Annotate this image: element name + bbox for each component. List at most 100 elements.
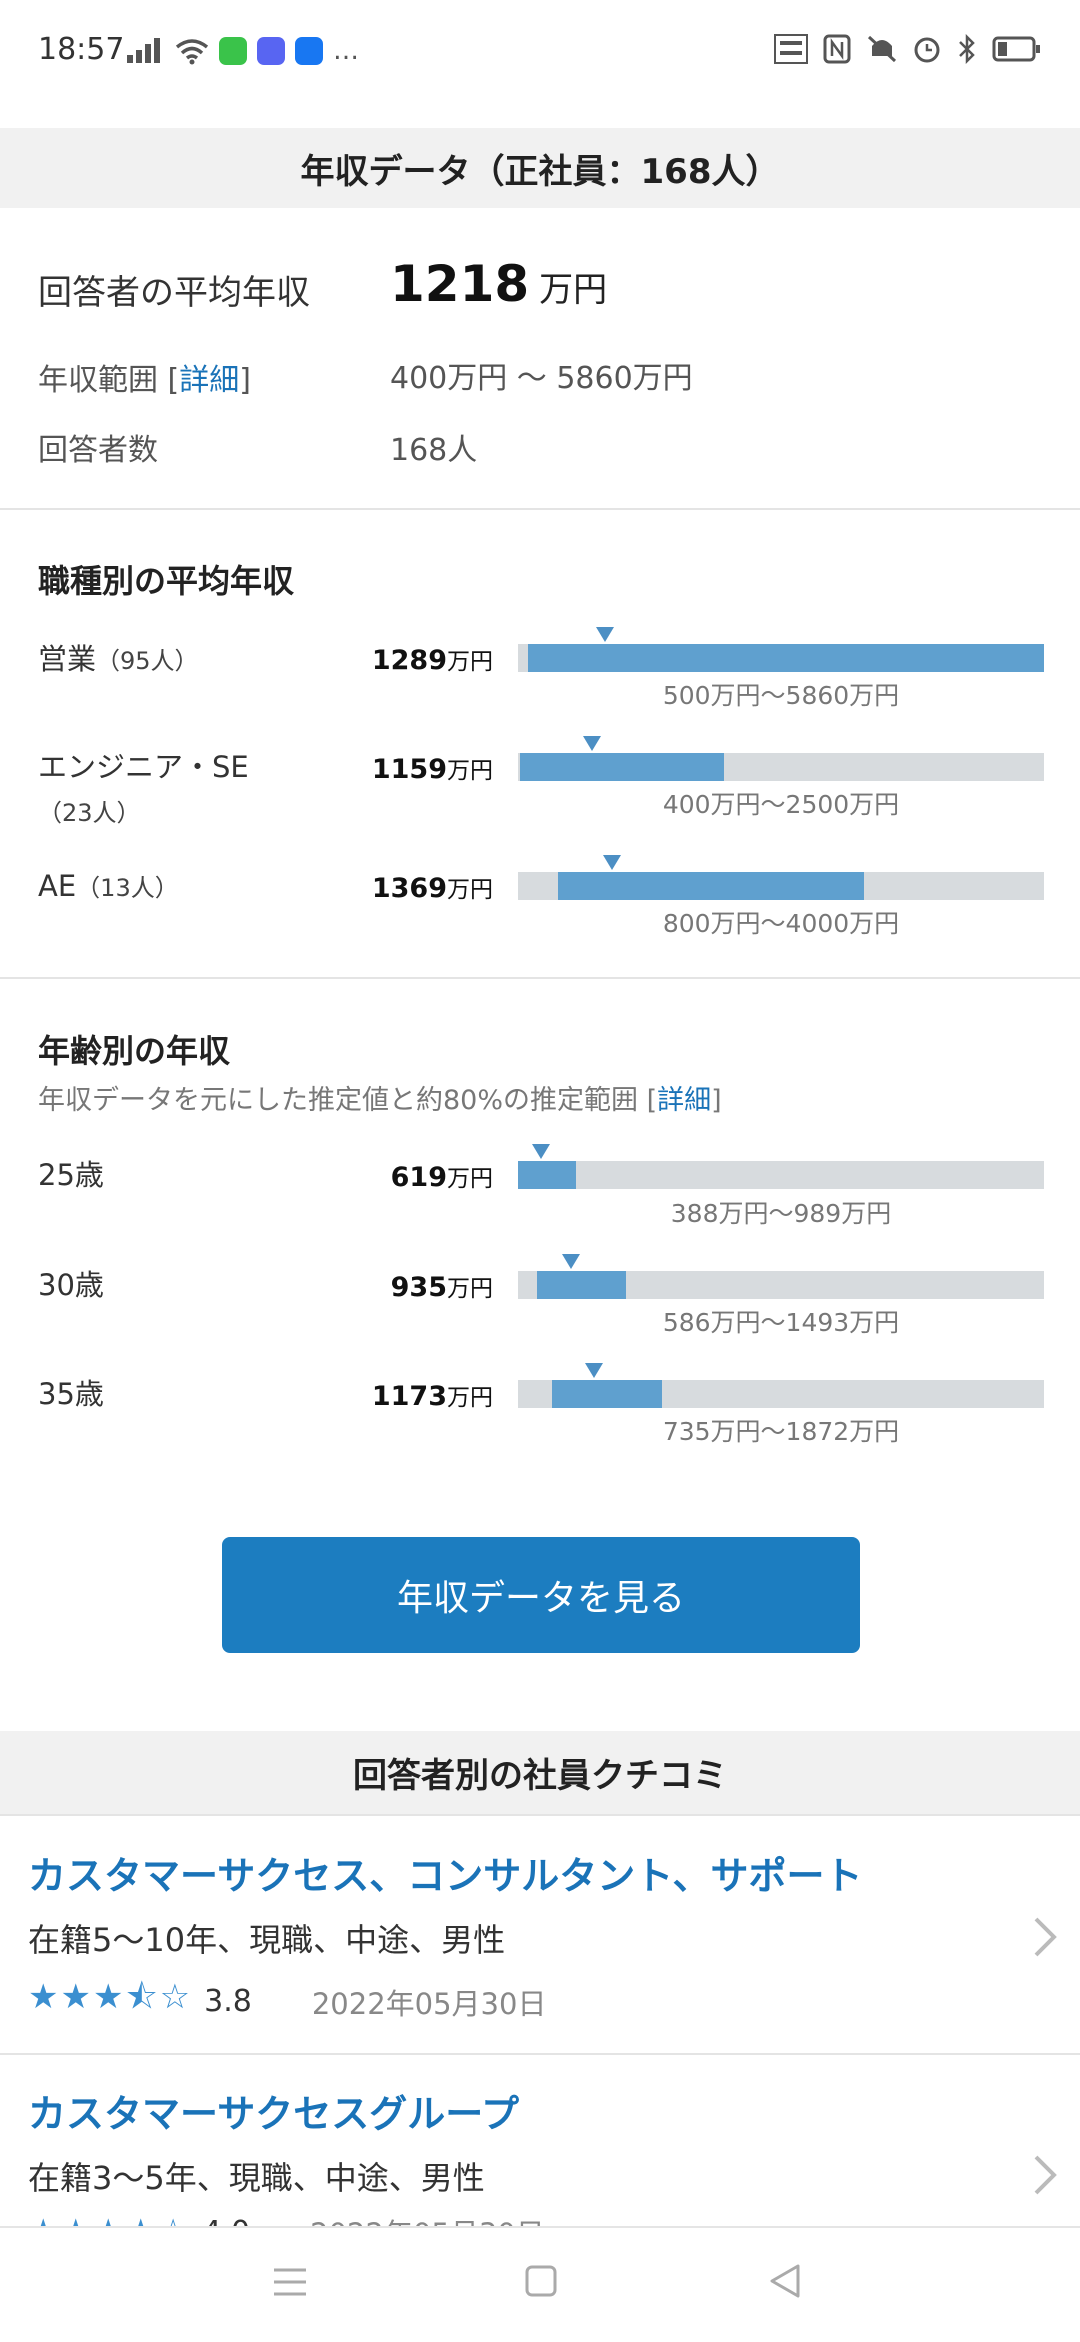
view-salary-data-button[interactable]: 年収データを見る bbox=[222, 1537, 860, 1653]
age-estimate-marker bbox=[585, 1363, 603, 1378]
age-note-end: ] bbox=[711, 1085, 722, 1116]
job-range-fill bbox=[528, 644, 1044, 672]
wifi-icon bbox=[175, 39, 209, 65]
nfc-icon bbox=[823, 34, 851, 64]
job-count: （23人） bbox=[38, 799, 141, 827]
battery-icon bbox=[992, 36, 1040, 62]
avg-salary-value: 1218 万円 bbox=[390, 255, 607, 313]
job-range-fill bbox=[520, 753, 724, 781]
line-app-icon bbox=[219, 37, 247, 65]
age-row-label: 35歳 bbox=[38, 1377, 104, 1411]
age-value-unit: 万円 bbox=[447, 1385, 493, 1411]
review-item[interactable]: カスタマーサクセス、コンサルタント、サポート 在籍5〜10年、現職、中途、男性 … bbox=[0, 1815, 1080, 2055]
back-icon[interactable] bbox=[768, 2262, 802, 2300]
signal-icon bbox=[127, 38, 160, 63]
job-value-number: 1369 bbox=[371, 873, 447, 904]
review-title[interactable]: カスタマーサクセスグループ bbox=[28, 2092, 519, 2136]
respondent-count-value: 168人 bbox=[390, 433, 478, 468]
job-value-unit: 万円 bbox=[447, 649, 493, 675]
age-range-text: 388万円～989万円 bbox=[670, 1199, 892, 1228]
review-item[interactable]: カスタマーサクセスグループ 在籍3〜5年、現職、中途、男性 ★★★★☆ 4.0 … bbox=[0, 2055, 1080, 2252]
job-range-fill bbox=[558, 872, 864, 900]
status-left-icons: … bbox=[125, 36, 359, 66]
chevron-right-icon bbox=[1034, 2155, 1057, 2195]
age-note-detail-link[interactable]: 詳細 bbox=[657, 1085, 712, 1116]
job-range-bar bbox=[518, 855, 1044, 900]
salary-range-label: 年収範囲 [詳細] bbox=[38, 355, 251, 399]
avg-salary-label: 回答者の平均年収 bbox=[38, 273, 310, 313]
age-value-number: 619 bbox=[390, 1162, 447, 1193]
age-value-number: 935 bbox=[390, 1272, 447, 1303]
job-name: 営業 bbox=[38, 642, 97, 676]
job-value-unit: 万円 bbox=[447, 758, 493, 784]
review-meta: 在籍3〜5年、現職、中途、男性 bbox=[28, 2159, 485, 2197]
chevron-right-icon bbox=[1034, 1917, 1057, 1957]
age-range-fill bbox=[552, 1380, 662, 1408]
job-average-marker bbox=[603, 855, 621, 870]
job-range-bar bbox=[518, 627, 1044, 672]
more-notifications-icon: … bbox=[333, 36, 359, 66]
salary-range-detail-link[interactable]: 詳細 bbox=[179, 363, 240, 398]
age-row-value: 619万円 bbox=[38, 1159, 493, 1193]
job-row-value: 1289万円 bbox=[38, 642, 493, 676]
job-salary-title: 職種別の平均年収 bbox=[38, 562, 295, 600]
age-row-value: 1173万円 bbox=[38, 1378, 493, 1412]
job-count: （13人） bbox=[76, 874, 179, 902]
avg-salary-number: 1218 bbox=[390, 255, 530, 313]
alarm-icon bbox=[914, 37, 940, 63]
age-row-label: 30歳 bbox=[38, 1268, 104, 1302]
mute-icon bbox=[867, 35, 897, 63]
review-date: 2022年05月30日 bbox=[311, 1986, 547, 2021]
menu-icon[interactable] bbox=[272, 2266, 308, 2298]
job-count: （95人） bbox=[96, 647, 199, 675]
job-average-marker bbox=[583, 736, 601, 751]
bluetooth-icon bbox=[959, 34, 975, 64]
review-title[interactable]: カスタマーサクセス、コンサルタント、サポート bbox=[28, 1854, 863, 1898]
respondent-count-label: 回答者数 bbox=[38, 433, 158, 468]
facebook-app-icon bbox=[295, 37, 323, 65]
status-time: 18:57 bbox=[38, 32, 125, 67]
age-value-number: 1173 bbox=[371, 1381, 447, 1412]
salary-range-label-text: 年収範囲 [ bbox=[38, 363, 180, 398]
age-range-bar bbox=[518, 1363, 1044, 1408]
age-range-fill bbox=[537, 1271, 626, 1299]
age-row-label: 25歳 bbox=[38, 1158, 104, 1192]
star-rating-icon: ★★★⯪☆ bbox=[28, 1977, 193, 2017]
job-row-label: エンジニア・SE （23人） bbox=[38, 745, 249, 835]
job-name: AE bbox=[38, 869, 77, 903]
age-row-value: 935万円 bbox=[38, 1269, 493, 1303]
job-average-marker bbox=[596, 627, 614, 642]
job-range-text: 400万円～2500万円 bbox=[662, 790, 900, 819]
age-estimate-marker bbox=[532, 1144, 550, 1159]
age-range-text: 586万円～1493万円 bbox=[662, 1308, 900, 1337]
job-row-label: 営業（95人） bbox=[38, 637, 199, 683]
age-range-bar bbox=[518, 1144, 1044, 1189]
status-right-icons bbox=[774, 34, 1042, 64]
age-estimate-marker bbox=[562, 1254, 580, 1269]
review-rating: ★★★⯪☆ 3.8 2022年05月30日 bbox=[28, 1973, 546, 2030]
salary-section-header: 年収データ（正社員：168人） bbox=[0, 128, 1080, 208]
job-row-label: AE（13人） bbox=[38, 864, 179, 910]
job-range-text: 500万円～5860万円 bbox=[662, 681, 900, 710]
status-bar: 18:57 … bbox=[0, 0, 1080, 110]
job-range-text: 800万円～4000万円 bbox=[662, 909, 900, 938]
age-salary-note: 年収データを元にした推定値と約80%の推定範囲 [詳細] bbox=[38, 1078, 722, 1117]
salary-range-label-end: ] bbox=[239, 363, 251, 398]
job-range-bar bbox=[518, 736, 1044, 781]
age-range-bar bbox=[518, 1254, 1044, 1299]
age-range-fill bbox=[518, 1161, 576, 1189]
volte-icon bbox=[774, 34, 808, 64]
review-meta: 在籍5〜10年、現職、中途、男性 bbox=[28, 1921, 506, 1959]
avg-salary-unit: 万円 bbox=[539, 270, 608, 310]
job-value-number: 1159 bbox=[371, 754, 447, 785]
salary-range-value: 400万円 ～ 5860万円 bbox=[390, 361, 693, 396]
home-icon[interactable] bbox=[524, 2264, 558, 2298]
divider bbox=[0, 977, 1080, 979]
rating-value: 3.8 bbox=[204, 1984, 252, 2019]
job-row-value: 1159万円 bbox=[38, 751, 493, 785]
job-name: エンジニア・SE bbox=[38, 750, 249, 784]
divider bbox=[0, 508, 1080, 510]
age-range-text: 735万円～1872万円 bbox=[662, 1417, 900, 1446]
job-value-number: 1289 bbox=[371, 645, 447, 676]
reviews-section-header: 回答者別の社員クチコミ bbox=[0, 1731, 1080, 1816]
